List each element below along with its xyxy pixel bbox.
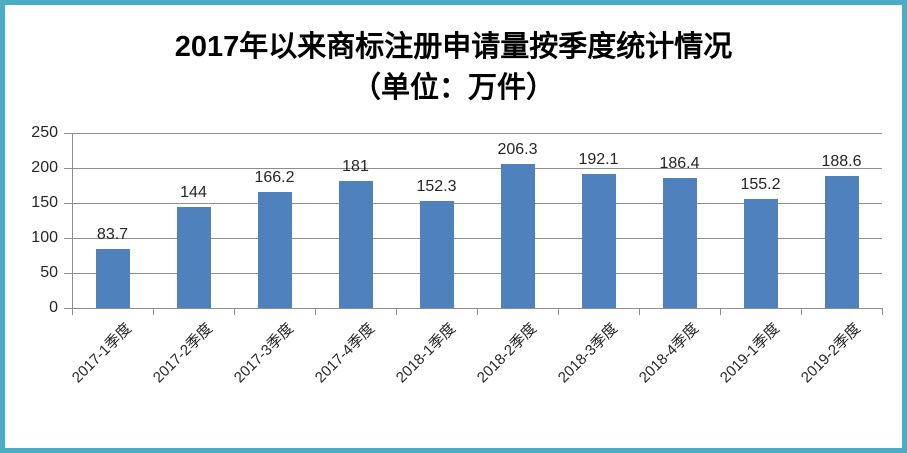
gridline bbox=[72, 273, 882, 274]
bar-value-label: 186.4 bbox=[659, 154, 700, 172]
y-axis-tick bbox=[64, 308, 72, 309]
x-axis-tick bbox=[234, 308, 235, 315]
x-axis-tick bbox=[396, 308, 397, 315]
x-axis-tick bbox=[153, 308, 154, 315]
chart-title: 2017年以来商标注册申请量按季度统计情况 bbox=[174, 31, 733, 63]
x-axis-label: 2018-4季度 bbox=[635, 320, 702, 387]
x-axis-tick bbox=[801, 308, 802, 315]
chart-title-block: 2017年以来商标注册申请量按季度统计情况 （单位：万件） bbox=[0, 27, 907, 109]
bar bbox=[662, 177, 697, 308]
x-axis-label: 2019-2季度 bbox=[797, 320, 864, 387]
bar-value-label: 144 bbox=[180, 184, 207, 202]
x-axis-label: 2017-1季度 bbox=[68, 320, 135, 387]
gridline bbox=[72, 203, 882, 204]
bar bbox=[500, 163, 535, 308]
gridline bbox=[72, 168, 882, 169]
x-axis-tick bbox=[315, 308, 316, 315]
bar bbox=[824, 175, 859, 308]
y-axis-label: 50 bbox=[40, 264, 58, 281]
y-axis-tick bbox=[64, 168, 72, 169]
bar bbox=[257, 191, 292, 308]
x-axis-tick bbox=[477, 308, 478, 315]
y-axis-tick bbox=[64, 238, 72, 239]
y-axis-label: 0 bbox=[49, 299, 58, 316]
bar bbox=[176, 207, 211, 308]
chart-subtitle: （单位：万件） bbox=[351, 72, 555, 104]
x-axis-tick bbox=[882, 308, 883, 315]
y-axis-line bbox=[72, 133, 73, 308]
bar bbox=[95, 249, 130, 308]
x-axis-label: 2018-3季度 bbox=[554, 320, 621, 387]
gridline bbox=[72, 133, 882, 134]
y-axis-tick bbox=[64, 203, 72, 204]
bar bbox=[338, 181, 373, 308]
y-axis-tick bbox=[64, 273, 72, 274]
y-axis-label: 250 bbox=[31, 124, 58, 141]
x-axis-tick bbox=[720, 308, 721, 315]
bar-value-label: 152.3 bbox=[416, 178, 457, 196]
bar bbox=[581, 173, 616, 308]
bar-value-label: 181 bbox=[342, 158, 369, 176]
x-axis-label: 2018-1季度 bbox=[392, 320, 459, 387]
bar-value-label: 166.2 bbox=[254, 168, 295, 186]
x-axis-label: 2017-3季度 bbox=[230, 320, 297, 387]
bar bbox=[419, 201, 454, 308]
x-axis-tick bbox=[558, 308, 559, 315]
y-axis-label: 100 bbox=[31, 229, 58, 246]
bar-value-label: 83.7 bbox=[96, 226, 129, 244]
bar-value-label: 192.1 bbox=[578, 150, 619, 168]
y-axis-tick bbox=[64, 133, 72, 134]
bar bbox=[743, 199, 778, 308]
x-axis-tick bbox=[72, 308, 73, 315]
bar-value-label: 155.2 bbox=[740, 176, 781, 194]
bar-value-label: 206.3 bbox=[497, 140, 538, 158]
y-axis-label: 150 bbox=[31, 194, 58, 211]
x-axis-label: 2019-1季度 bbox=[716, 320, 783, 387]
x-axis-label: 2017-4季度 bbox=[311, 320, 378, 387]
x-axis-label: 2017-2季度 bbox=[149, 320, 216, 387]
bar-value-label: 188.6 bbox=[821, 152, 862, 170]
x-axis-label: 2018-2季度 bbox=[473, 320, 540, 387]
y-axis-label: 200 bbox=[31, 159, 58, 176]
x-axis-tick bbox=[639, 308, 640, 315]
gridline bbox=[72, 238, 882, 239]
